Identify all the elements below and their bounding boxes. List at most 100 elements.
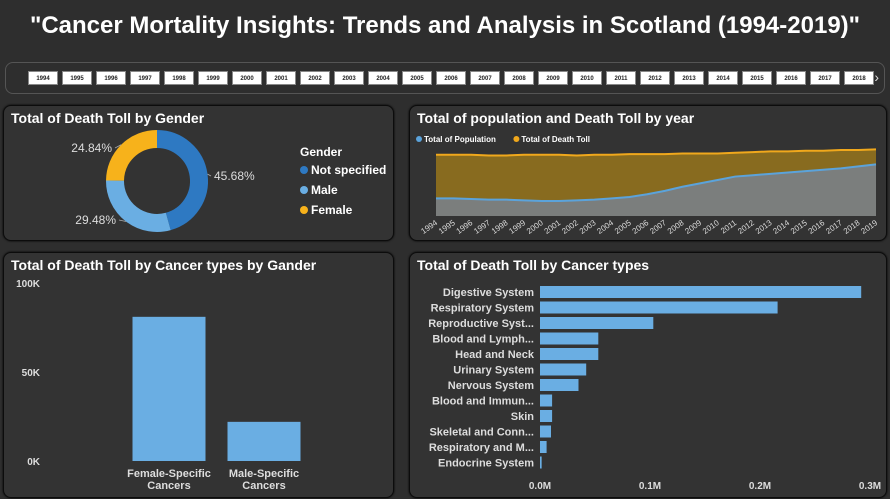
year-button-2014[interactable]: 2014: [708, 71, 738, 85]
bar-6[interactable]: [540, 379, 579, 391]
legend-entry[interactable]: Total of Population: [424, 135, 496, 144]
bar-1[interactable]: [227, 421, 301, 461]
year-button-1994[interactable]: 1994: [28, 71, 58, 85]
donut-slice-female[interactable]: [106, 130, 158, 182]
bar-7[interactable]: [540, 394, 553, 407]
y-tick-label: Skeletal and Conn...: [429, 427, 534, 439]
y-tick-label: Blood and Immun...: [432, 396, 534, 408]
year-button-1999[interactable]: 1999: [198, 71, 228, 85]
x-tick-label: 1995: [437, 218, 457, 236]
legend-entry[interactable]: Male: [311, 183, 338, 197]
x-tick-label: 0.0M: [529, 481, 551, 492]
x-tick-label: 2007: [648, 218, 668, 236]
year-button-2006[interactable]: 2006: [436, 71, 466, 85]
x-tick-label: 2016: [807, 218, 827, 236]
x-tick-label: 0.3M: [859, 481, 881, 492]
year-slicer[interactable]: 1994 1995 1996 1997 1998 1999 2000 2001 2002 2003…: [5, 62, 885, 94]
year-button-2017[interactable]: 2017: [810, 71, 840, 85]
year-button-2002[interactable]: 2002: [300, 71, 330, 85]
y-tick-label: Respiratory and M...: [429, 442, 534, 454]
year-button-1998[interactable]: 1998: [164, 71, 194, 85]
gender-chart-title: Total of Death Toll by Gender: [11, 110, 205, 126]
population-area-chart: Total of Population Total of Death Toll 19…: [416, 135, 880, 236]
x-tick-label: 2015: [789, 218, 809, 236]
chevron-right-icon[interactable]: ›: [874, 69, 879, 85]
bar-0[interactable]: [540, 286, 862, 298]
y-tick-label: Blood and Lymph...: [432, 334, 534, 346]
year-button-2011[interactable]: 2011: [606, 71, 636, 85]
x-tick-label: 2012: [736, 218, 756, 236]
year-button-2008[interactable]: 2008: [504, 71, 534, 85]
y-tick-label: Digestive System: [443, 287, 534, 299]
x-tick-label: 2001: [543, 218, 563, 236]
gender-donut-panel: Total of Death Toll by Gender 45.68% 29.4…: [3, 105, 394, 241]
x-tick-label: 2005: [613, 218, 633, 236]
x-tick-label: 2009: [683, 218, 703, 236]
y-tick-label: Head and Neck: [455, 349, 535, 361]
year-button-2004[interactable]: 2004: [368, 71, 398, 85]
legend-marker: [416, 136, 422, 142]
year-button-2016[interactable]: 2016: [776, 71, 806, 85]
gender-bar-title: Total of Death Toll by Cancer types by G…: [11, 257, 317, 273]
gender-donut-chart: 45.68% 29.48% 24.84% Gender Not specified Mal…: [71, 130, 386, 232]
y-tick-label: 0K: [27, 457, 41, 468]
bar-0[interactable]: [132, 316, 206, 461]
x-tick-label: 2019: [859, 218, 879, 236]
year-button-2012[interactable]: 2012: [640, 71, 670, 85]
donut-leader-line: [114, 144, 122, 149]
legend-entry[interactable]: Total of Death Toll: [521, 135, 590, 144]
cancer-types-bar-chart: Digestive System Respiratory System Reprod…: [428, 286, 881, 492]
year-button-1996[interactable]: 1996: [96, 71, 126, 85]
x-tick-label: 1999: [507, 218, 527, 236]
cancer-types-title: Total of Death Toll by Cancer types: [417, 257, 650, 273]
bar-10[interactable]: [540, 441, 547, 453]
legend-entry[interactable]: Female: [311, 203, 353, 217]
year-slicer-items: 1994 1995 1996 1997 1998 1999 2000 2001 2002 2003…: [28, 71, 874, 85]
year-button-2010[interactable]: 2010: [572, 71, 602, 85]
bar-11[interactable]: [540, 456, 542, 469]
gender-cancer-bar-panel: Total of Death Toll by Cancer types by G…: [3, 252, 394, 498]
year-button-1997[interactable]: 1997: [130, 71, 160, 85]
donut-data-label: 29.48%: [75, 213, 116, 227]
donut-slice-male[interactable]: [106, 180, 171, 232]
y-tick-label: Endocrine System: [438, 458, 534, 470]
year-button-2009[interactable]: 2009: [538, 71, 568, 85]
area-fill-population: [436, 164, 876, 216]
bar-5[interactable]: [540, 363, 587, 376]
x-tick-label: 2006: [631, 218, 651, 236]
year-button-2003[interactable]: 2003: [334, 71, 364, 85]
year-button-2005[interactable]: 2005: [402, 71, 432, 85]
year-button-2007[interactable]: 2007: [470, 71, 500, 85]
page-title: "Cancer Mortality Insights: Trends and A…: [29, 12, 861, 39]
x-tick-label: 1998: [490, 218, 510, 236]
year-button-2015[interactable]: 2015: [742, 71, 772, 85]
bar-1[interactable]: [540, 301, 778, 314]
year-button-2018[interactable]: 2018: [844, 71, 874, 85]
year-button-2000[interactable]: 2000: [232, 71, 262, 85]
x-tick-label: 2018: [842, 218, 862, 236]
legend-marker: [300, 166, 308, 174]
bar-4[interactable]: [540, 348, 599, 360]
y-tick-label: 100K: [16, 279, 41, 290]
donut-slice-not-specified[interactable]: [156, 130, 208, 231]
x-tick-label: 2014: [771, 218, 791, 236]
x-tick-label: Cancers: [242, 480, 285, 492]
cancer-types-bar-panel: Total of Death Toll by Cancer types Dige…: [409, 252, 887, 498]
legend-marker: [300, 186, 308, 194]
donut-leader-line: [207, 173, 212, 177]
year-button-2001[interactable]: 2001: [266, 71, 296, 85]
bar-3[interactable]: [540, 332, 599, 345]
legend-marker: [513, 136, 520, 142]
area-line-death-toll[interactable]: [436, 148, 877, 157]
bar-2[interactable]: [540, 317, 654, 329]
x-tick-label: 2010: [701, 218, 721, 236]
bar-9[interactable]: [540, 425, 551, 438]
x-tick-label: 2002: [560, 218, 580, 236]
year-button-1995[interactable]: 1995: [62, 71, 92, 85]
gender-cancer-bar-chart: 0K50K100KFemale-SpecificCancersMale-Spec…: [16, 279, 301, 492]
legend-entry[interactable]: Not specified: [311, 163, 386, 177]
y-tick-label: Reproductive Syst...: [428, 318, 534, 330]
area-line-population[interactable]: [436, 163, 877, 203]
bar-8[interactable]: [540, 410, 553, 422]
year-button-2013[interactable]: 2013: [674, 71, 704, 85]
